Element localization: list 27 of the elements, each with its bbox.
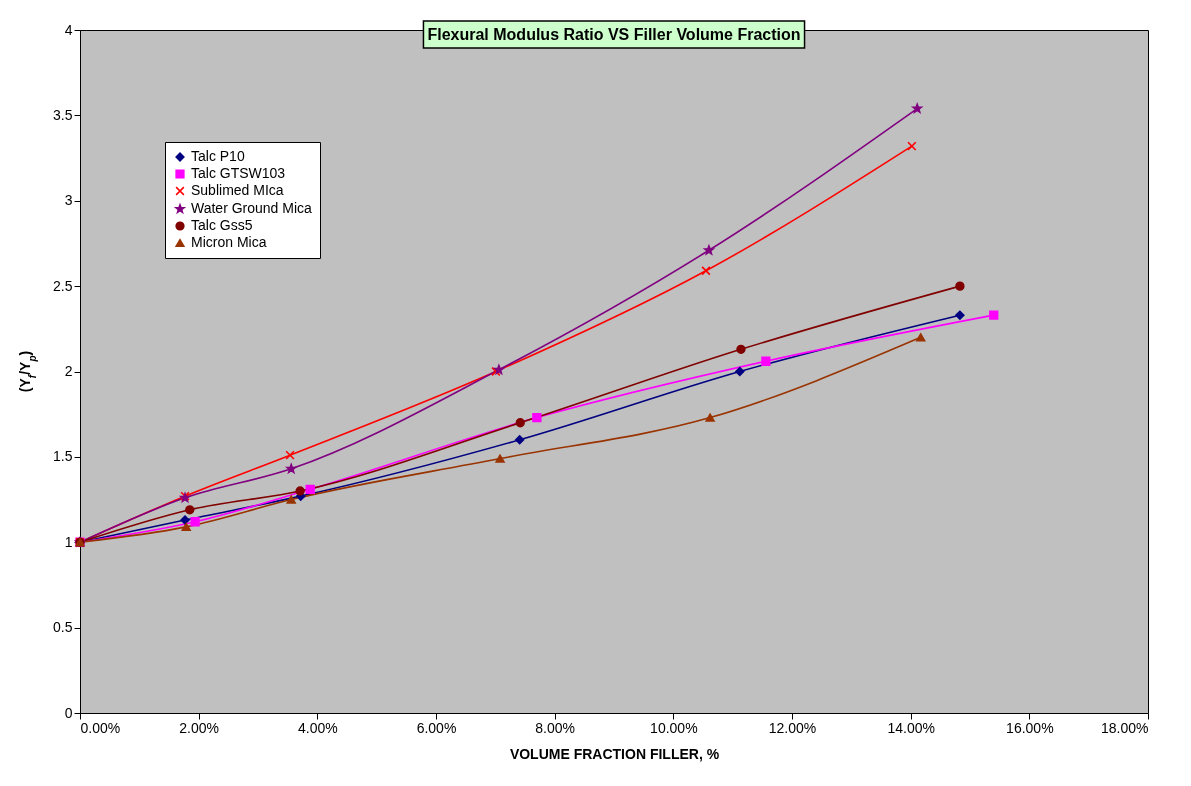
y-tick-label: 0 bbox=[64, 704, 73, 721]
x-tick-label: 2.00% bbox=[179, 719, 220, 736]
x-tick-label: 4.00% bbox=[297, 719, 338, 736]
y-tick-label: 3 bbox=[64, 192, 73, 209]
x-tick-label: 16.00% bbox=[1006, 719, 1054, 736]
x-tick-label: 10.00% bbox=[650, 719, 698, 736]
legend-label: Sublimed MIca bbox=[191, 182, 284, 198]
x-tick-label: 12.00% bbox=[768, 719, 817, 736]
y-tick-label: 1 bbox=[64, 533, 73, 550]
y-tick-label: 1.5 bbox=[53, 448, 73, 465]
x-tick-label: 0.00% bbox=[80, 719, 121, 736]
y-tick-label: 4 bbox=[64, 21, 73, 38]
legend-label: Micron Mica bbox=[191, 234, 267, 250]
x-tick-label: 6.00% bbox=[416, 719, 457, 736]
legend-label: Talc GTSW103 bbox=[191, 165, 286, 181]
legend-label: Water Ground Mica bbox=[191, 200, 313, 216]
x-tick-label: 14.00% bbox=[887, 719, 935, 736]
x-axis-title: VOLUME FRACTION FILLER, % bbox=[509, 745, 720, 762]
chart-title: Flexural Modulus Ratio VS Filler Volume Fraction bbox=[427, 26, 801, 43]
x-tick-label: 8.00% bbox=[535, 719, 576, 736]
y-tick-label: 0.5 bbox=[53, 619, 73, 636]
x-tick-label: 18.00% bbox=[1101, 719, 1149, 736]
legend-label: Talc Gss5 bbox=[191, 217, 253, 233]
y-tick-label: 2 bbox=[64, 363, 73, 379]
y-tick-label: 2.5 bbox=[53, 277, 73, 294]
y-tick-label: 3.5 bbox=[53, 106, 73, 123]
legend-label: Talc P10 bbox=[191, 148, 245, 164]
